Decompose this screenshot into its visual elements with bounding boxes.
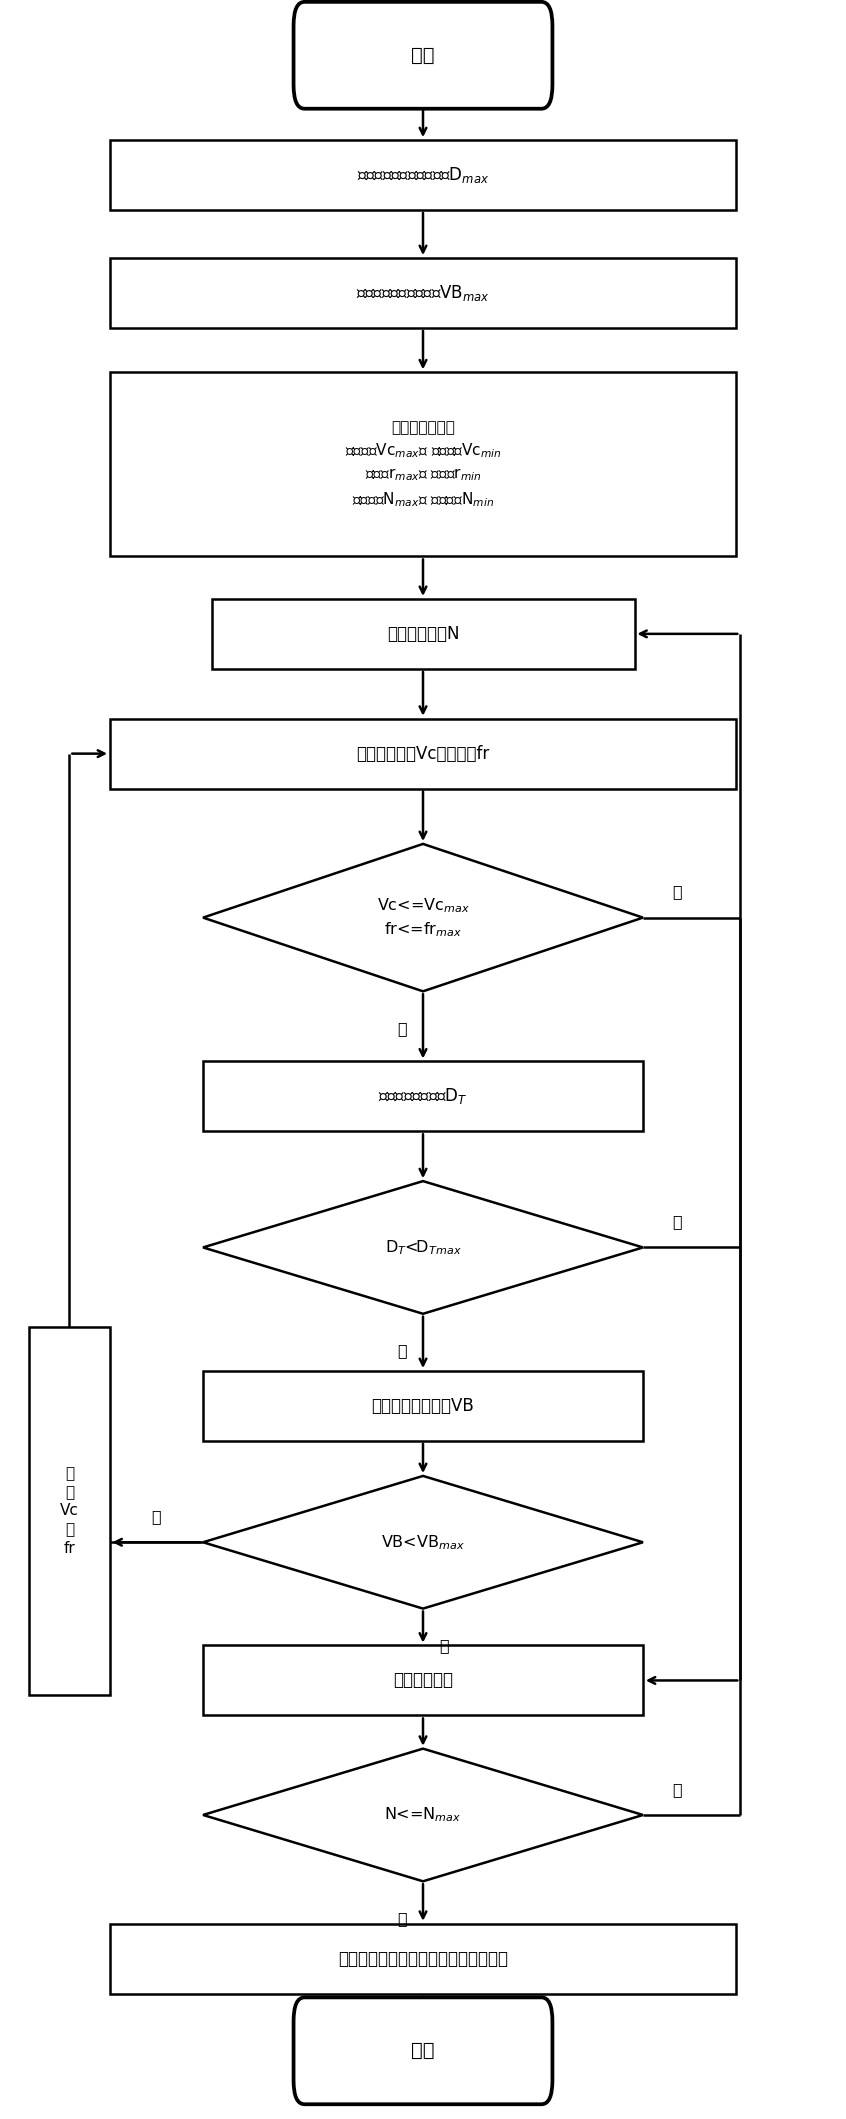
Text: 增加较孔数量: 增加较孔数量 [393,1672,453,1689]
Text: D$_T$<D$_{Tmax}$: D$_T$<D$_{Tmax}$ [385,1237,461,1257]
Text: 设置孔径尺寸精度标准：D$_{max}$: 设置孔径尺寸精度标准：D$_{max}$ [357,165,489,184]
Text: 否: 否 [397,1911,407,1926]
Polygon shape [203,1477,643,1608]
Text: 是: 是 [397,1343,407,1358]
Bar [110,140,736,210]
Text: 是: 是 [672,1782,682,1797]
Bar [110,1924,736,1994]
Text: 输入切削速度Vc、进给醭fr: 输入切削速度Vc、进给醭fr [356,744,490,763]
Text: 设置后刀面磨钗标准：VB$_{max}$: 设置后刀面磨钗标准：VB$_{max}$ [356,284,490,303]
Text: 结束: 结束 [411,2041,435,2060]
Text: N<=N$_{max}$: N<=N$_{max}$ [384,1805,462,1824]
Bar [110,259,736,328]
Text: Vc<=Vc$_{max}$
fr<=fr$_{max}$: Vc<=Vc$_{max}$ fr<=fr$_{max}$ [376,896,470,939]
FancyBboxPatch shape [294,2,552,108]
Bar [203,1646,643,1716]
Text: 设置优化范围：
切削速度Vc$_{max}$、 切削速度Vc$_{min}$
进给量r$_{max}$、 进给量r$_{min}$
较孔数量N$_{max}$、: 设置优化范围： 切削速度Vc$_{max}$、 切削速度Vc$_{min}$ 进… [344,420,502,509]
Text: 否: 否 [672,884,682,898]
FancyBboxPatch shape [294,1998,552,2104]
Text: 计算孔径尺寸误巪D$_T$: 计算孔径尺寸误巪D$_T$ [378,1087,468,1106]
Polygon shape [203,843,643,992]
Text: 否: 否 [439,1638,449,1653]
Text: 增
加
Vc
和
fr: 增 加 Vc 和 fr [60,1466,79,1555]
Polygon shape [203,1180,643,1314]
Polygon shape [203,1748,643,1882]
Bar [212,600,634,670]
Text: VB<VB$_{max}$: VB<VB$_{max}$ [381,1532,465,1551]
Text: 输出最优切削速度、进给量、制孔数量: 输出最优切削速度、进给量、制孔数量 [338,1949,508,1969]
Bar [203,1062,643,1132]
Bar [203,1371,643,1441]
Text: 是: 是 [151,1509,162,1524]
Text: 开始: 开始 [411,47,435,66]
Bar [30,1326,110,1695]
Text: 计算后刀面磨损値VB: 计算后刀面磨损値VB [371,1396,475,1415]
Text: 输入较孔数量N: 输入较孔数量N [387,625,459,642]
Bar [110,718,736,788]
Bar [110,373,736,557]
Text: 否: 否 [672,1214,682,1229]
Text: 是: 是 [397,1021,407,1036]
